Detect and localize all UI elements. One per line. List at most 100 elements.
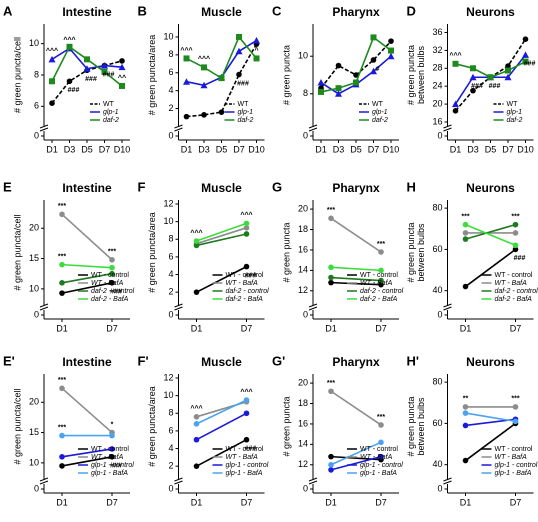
y-tick-label: 4 — [168, 85, 173, 95]
marker — [504, 73, 512, 81]
y-axis-label: # green puncta/cell — [12, 388, 22, 464]
y-tick-label: 20 — [432, 98, 442, 108]
x-tick-label: D7 — [510, 323, 522, 333]
marker — [335, 62, 342, 69]
marker — [378, 439, 384, 446]
y-tick-label: 6 — [168, 425, 173, 435]
x-tick-label: D10 — [517, 144, 534, 154]
panel-title: Neurons — [466, 355, 515, 369]
series-line — [61, 272, 113, 284]
marker — [183, 113, 190, 120]
annotation: *** — [327, 380, 335, 387]
marker — [243, 263, 250, 270]
marker — [243, 220, 250, 227]
y-tick-label: 0 — [34, 309, 39, 319]
axis-break — [308, 303, 318, 308]
legend-label: daf-2 - BafA — [91, 296, 129, 303]
series-line — [465, 248, 516, 288]
marker — [328, 388, 334, 395]
y-axis-label: # green puncta — [281, 45, 291, 105]
marker — [243, 397, 250, 403]
y-axis-label: # green puncta/area — [147, 386, 157, 467]
marker — [505, 67, 511, 74]
y-tick-label: 24 — [432, 81, 442, 91]
axis-break — [443, 306, 452, 311]
axis-break — [443, 303, 452, 308]
x-tick-label: D3 — [333, 144, 345, 154]
series-line — [61, 456, 113, 467]
marker — [328, 461, 334, 468]
y-axis-label: between bulbs — [416, 223, 426, 282]
annotation: *** — [511, 213, 519, 220]
marker — [59, 280, 65, 286]
marker — [378, 249, 384, 255]
y-tick-label: 12 — [298, 285, 308, 295]
y-axis-label: between bulbs — [416, 45, 426, 104]
legend-label: WT - control — [360, 446, 398, 453]
series-line — [61, 282, 113, 294]
series-line — [196, 227, 247, 245]
y-axis-label: # green puncta — [406, 45, 416, 105]
axis-break — [308, 306, 318, 311]
annotation: *** — [377, 414, 385, 421]
series-line — [330, 441, 382, 466]
marker — [193, 414, 200, 420]
marker — [193, 289, 200, 295]
y-tick-label: 8 — [303, 88, 308, 98]
x-tick-label: D7 — [510, 497, 522, 507]
series-line — [196, 399, 247, 425]
legend-label: glp-1 - BafA — [495, 470, 532, 477]
x-tick-label: D7 — [241, 497, 253, 507]
marker — [328, 215, 334, 222]
marker — [66, 43, 73, 50]
marker — [378, 422, 384, 428]
x-tick-label: D7 — [106, 323, 118, 333]
series-line — [330, 276, 382, 282]
annotation: ^^^ — [63, 36, 75, 44]
marker — [388, 47, 394, 54]
series-line — [465, 412, 516, 423]
marker — [328, 274, 334, 281]
y-tick-label: 14 — [298, 439, 308, 449]
x-tick-label: D7 — [241, 323, 253, 333]
axis-break — [308, 480, 318, 485]
legend-label: glp-1 - BafA — [360, 470, 397, 477]
marker — [201, 64, 207, 71]
y-tick-label: 0 — [303, 309, 308, 319]
series-line — [196, 265, 247, 293]
marker — [470, 87, 476, 94]
axis-break — [174, 477, 183, 482]
marker — [119, 58, 125, 64]
y-tick-label: 16 — [298, 244, 308, 254]
series-line — [196, 412, 247, 441]
marker — [462, 230, 469, 236]
marker — [253, 55, 260, 62]
y-tick-label: 8 — [168, 408, 173, 418]
legend-label: WT - BafA — [226, 454, 259, 461]
legend-label: WT - BafA — [495, 454, 528, 461]
legend-label: daf-2 - BafA — [360, 296, 398, 303]
panel-title: Pharynx — [332, 355, 380, 369]
marker — [109, 256, 115, 263]
x-tick-label: D1 — [325, 323, 337, 333]
annotation: ### — [85, 76, 97, 83]
annotation: ### — [524, 61, 536, 68]
y-tick-label: 80 — [432, 377, 442, 387]
marker — [109, 446, 115, 452]
legend-label: WT — [103, 101, 115, 108]
marker — [462, 221, 469, 228]
panel-title: Muscle — [201, 5, 242, 19]
legend-label: WT - BafA — [91, 454, 124, 461]
y-tick-label: 16 — [298, 418, 308, 428]
panel-label: H — [407, 179, 416, 194]
marker — [378, 453, 384, 460]
y-tick-label: 10 — [163, 216, 173, 226]
x-tick-label: D1 — [46, 144, 58, 154]
marker — [452, 100, 459, 108]
annotation: ### — [110, 289, 122, 296]
panel-label: B — [138, 3, 147, 18]
marker — [462, 236, 469, 242]
legend-label: WT — [238, 101, 250, 108]
marker — [512, 230, 519, 236]
